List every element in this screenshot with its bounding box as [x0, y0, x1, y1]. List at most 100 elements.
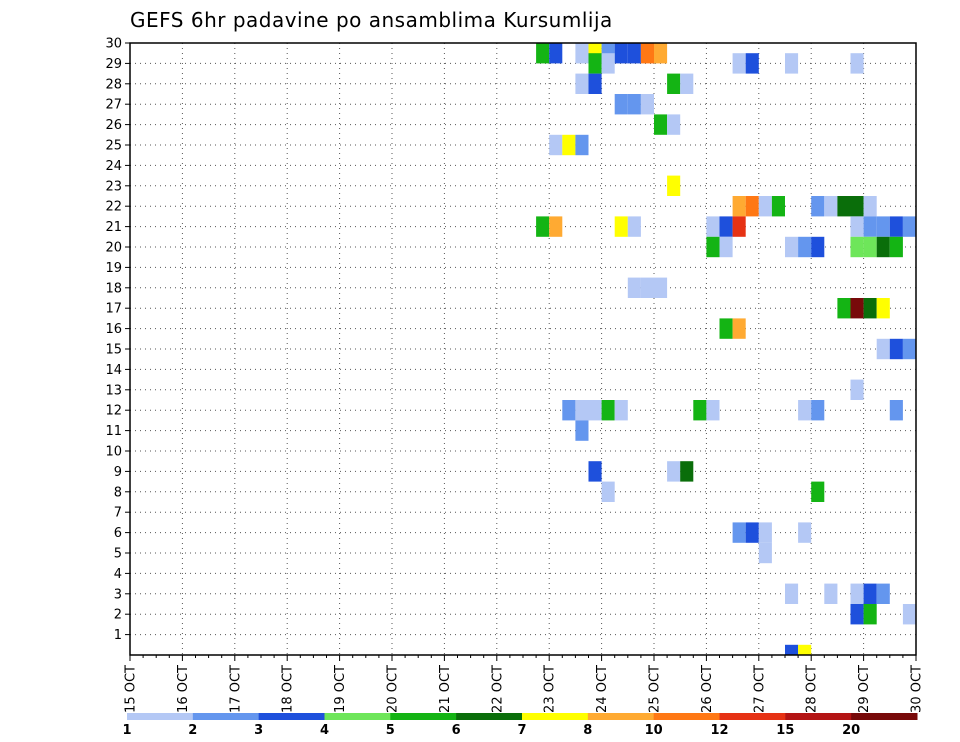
grid-lines: [130, 43, 916, 655]
precip-cell: [732, 318, 746, 339]
precip-cell: [785, 583, 799, 604]
y-tick-label: 20: [105, 241, 122, 256]
precip-cell: [627, 43, 641, 64]
precip-cell: [771, 196, 785, 217]
precip-cell: [876, 583, 890, 604]
legend-swatch: [587, 713, 655, 720]
legend-label: 6: [452, 723, 461, 738]
y-tick-label: 22: [105, 200, 122, 215]
legend-swatch: [324, 713, 391, 720]
precip-cell: [889, 400, 903, 421]
x-tick-label: 19 OCT: [333, 665, 348, 713]
precip-cell: [640, 94, 654, 115]
y-tick-label: 16: [105, 322, 122, 337]
color-legend: 1 2 3 4 5 6 7 8 10 12 15 20: [122, 713, 918, 738]
x-tick-label: 30 OCT: [910, 665, 925, 713]
precip-cell: [889, 216, 903, 237]
y-tick-label: 12: [105, 404, 122, 419]
x-tick-label: 26 OCT: [700, 665, 715, 713]
precip-cell: [575, 134, 589, 156]
legend-label: 2: [188, 723, 197, 738]
x-tick-label: 20 OCT: [386, 665, 401, 713]
precip-cell: [614, 94, 628, 115]
precip-cell: [667, 114, 681, 135]
y-tick-label: 23: [105, 179, 122, 194]
precip-cell: [876, 216, 890, 237]
precip-cell: [601, 53, 615, 74]
precip-cell: [850, 604, 864, 625]
precip-cell: [850, 53, 864, 74]
legend-label: 5: [386, 723, 395, 738]
precip-cell: [601, 481, 615, 502]
y-tick-label: 6: [114, 526, 122, 541]
y-tick-label: 7: [114, 506, 122, 521]
x-tick-label: 18 OCT: [281, 665, 296, 713]
precip-cell: [745, 53, 759, 74]
precip-cell: [811, 400, 825, 421]
precip-cell: [680, 73, 694, 94]
y-tick-label: 3: [114, 587, 122, 602]
precip-cell: [824, 583, 838, 604]
precip-cell: [575, 420, 589, 441]
precip-cell: [837, 298, 851, 319]
y-tick-label: 17: [105, 302, 122, 317]
x-tick-label: 29 OCT: [857, 665, 872, 713]
y-tick-label: 30: [105, 37, 122, 52]
precip-cell: [902, 216, 916, 237]
legend-label: 8: [583, 723, 592, 738]
precip-cell: [758, 196, 772, 217]
precip-cell: [732, 53, 746, 74]
y-tick-label: 26: [105, 118, 122, 133]
y-tick-label: 24: [105, 159, 122, 174]
precip-cell: [549, 216, 563, 237]
y-tick-label: 5: [114, 547, 122, 562]
precip-cell: [588, 53, 602, 74]
precip-cell: [850, 298, 864, 319]
precip-cell: [614, 400, 628, 421]
y-tick-label: 13: [105, 383, 122, 398]
precip-cell: [811, 236, 825, 258]
precip-cell: [824, 196, 838, 217]
precip-cell: [536, 43, 550, 64]
precip-cell: [876, 298, 890, 319]
precip-cell: [680, 461, 694, 482]
precip-cell: [798, 400, 812, 421]
precip-cell: [798, 644, 812, 655]
precip-cell: [588, 73, 602, 94]
x-tick-label: 25 OCT: [648, 665, 663, 713]
precip-cell: [850, 216, 864, 237]
legend-label: 1: [122, 723, 131, 738]
precip-cell: [876, 236, 890, 258]
precip-cell: [719, 318, 733, 339]
legend-label: 4: [320, 723, 329, 738]
y-axis-ticks: 1234567891011121314151617181920212223242…: [105, 37, 130, 643]
x-tick-label: 17 OCT: [228, 665, 243, 713]
precip-cell: [850, 583, 864, 604]
legend-swatch: [390, 713, 457, 720]
precip-cell: [627, 277, 641, 298]
precip-cell: [902, 338, 916, 360]
legend-swatch: [653, 713, 720, 720]
y-tick-label: 1: [114, 628, 122, 643]
legend-swatch: [127, 713, 194, 720]
legend-label: 7: [517, 723, 526, 738]
precip-cell: [798, 522, 812, 543]
precip-cell: [549, 43, 563, 64]
precip-cell: [758, 522, 772, 543]
legend-label: 20: [842, 723, 860, 738]
precip-cell: [902, 604, 916, 625]
precip-cell: [863, 236, 877, 258]
legend-label: 3: [254, 723, 263, 738]
y-tick-label: 10: [105, 445, 122, 460]
precip-cell: [785, 644, 799, 655]
precip-cell: [654, 114, 668, 135]
y-tick-label: 25: [105, 139, 122, 154]
y-tick-label: 2: [114, 608, 122, 623]
precip-cell: [562, 134, 576, 156]
y-tick-label: 9: [114, 465, 122, 480]
precip-cell: [549, 134, 563, 156]
legend-swatch: [719, 713, 786, 720]
precip-cell: [536, 216, 550, 237]
precip-cell: [811, 481, 825, 502]
